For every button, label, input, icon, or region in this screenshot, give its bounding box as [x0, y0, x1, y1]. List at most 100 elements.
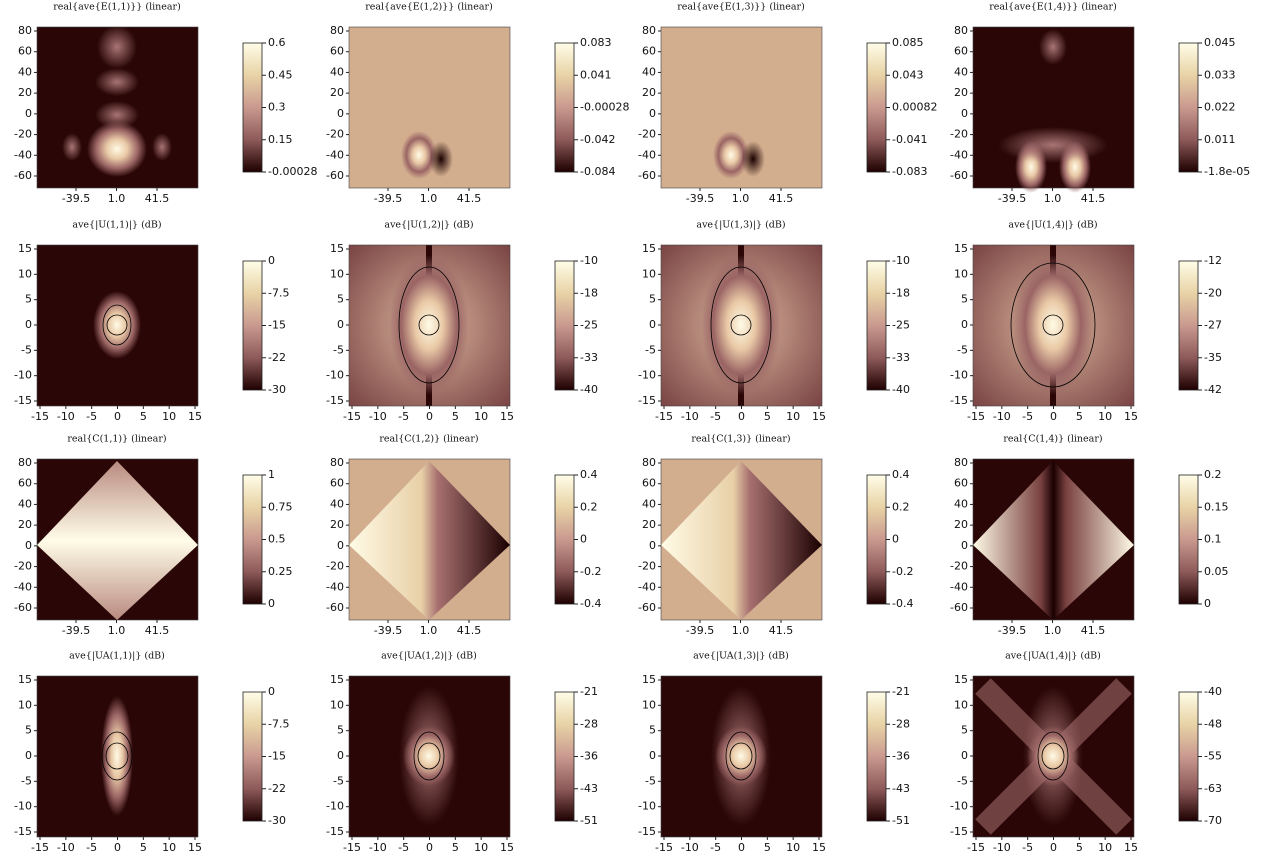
colorbar-tick-label: -28	[892, 717, 910, 730]
y-tick-label: 80	[954, 24, 968, 37]
field-feature	[152, 133, 172, 161]
y-tick-label: 40	[330, 65, 344, 78]
colorbar-tick-label: -33	[892, 351, 910, 364]
contour	[729, 742, 753, 770]
y-tick-label: -5	[957, 343, 968, 356]
colorbar-tick-label: -0.00028	[580, 101, 629, 114]
colorbar-tick-label: -0.00028	[268, 165, 317, 178]
y-tick-label: -15	[638, 825, 656, 838]
plot-frame	[348, 458, 511, 621]
x-tick-label: 5	[452, 410, 459, 423]
x-tick-label: 41.5	[1081, 192, 1106, 205]
colorbar-tick-label: -18	[580, 286, 598, 299]
x-tick-label: -5	[1022, 841, 1033, 854]
colorbar-tick-label: -15	[268, 319, 286, 332]
y-tick-label: -10	[638, 800, 656, 813]
y-tick-label: 10	[642, 698, 656, 711]
field-feature	[1027, 726, 1079, 786]
colorbar-tick-label: 0.3	[268, 101, 286, 114]
heatmap	[660, 675, 823, 838]
contour	[710, 266, 772, 384]
colorbar-tick-label: 0.2	[892, 500, 910, 513]
colorbar-tick-label: 0.6	[268, 36, 286, 49]
y-tick-label: -20	[326, 128, 344, 141]
y-tick-label: -5	[333, 343, 344, 356]
y-tick-label: 40	[642, 497, 656, 510]
y-tick-label: 0	[337, 318, 344, 331]
x-tick-label: -10	[57, 841, 75, 854]
x-tick-label: -10	[681, 410, 699, 423]
panel-title: ave{|U(1,4)|} (dB)	[1008, 220, 1097, 231]
plot-frame	[972, 458, 1135, 621]
x-tick-label: 41.5	[769, 624, 794, 637]
x-tick-label: -15	[31, 410, 49, 423]
y-tick-label: -5	[645, 343, 656, 356]
y-tick-label: -10	[326, 800, 344, 813]
contour	[102, 304, 132, 346]
x-tick-label: 41.5	[145, 192, 170, 205]
heatmap	[972, 675, 1135, 838]
y-tick-label: 20	[18, 518, 32, 531]
y-tick-label: -15	[326, 394, 344, 407]
y-tick-label: 0	[649, 107, 656, 120]
y-tick-label: 40	[954, 65, 968, 78]
y-tick-label: -40	[326, 580, 344, 593]
y-tick-label: 15	[954, 242, 968, 255]
colorbar-tick-label: -43	[892, 782, 910, 795]
x-tick-label: 1.0	[420, 192, 438, 205]
y-tick-label: -10	[638, 369, 656, 382]
x-tick-label: -39.5	[998, 192, 1026, 205]
field-region	[661, 461, 822, 620]
colorbar-tick-label: 0	[268, 254, 275, 267]
colorbar	[1178, 260, 1199, 391]
colorbar-tick-label: -63	[1204, 782, 1222, 795]
field-feature	[95, 101, 139, 129]
y-tick-label: -15	[950, 825, 968, 838]
y-tick-label: 60	[330, 477, 344, 490]
y-tick-label: 80	[330, 24, 344, 37]
y-tick-label: 0	[961, 749, 968, 762]
colorbar-tick-label: 0.2	[580, 500, 598, 513]
y-tick-label: 20	[642, 86, 656, 99]
colorbar	[554, 260, 575, 391]
y-tick-label: 15	[954, 673, 968, 686]
heatmap	[660, 26, 823, 189]
contour	[1010, 262, 1096, 388]
colorbar	[866, 474, 887, 605]
y-tick-label: -15	[326, 825, 344, 838]
contour	[730, 314, 752, 336]
y-tick-label: 15	[18, 242, 32, 255]
colorbar-tick-label: -35	[1204, 351, 1222, 364]
y-tick-label: 80	[642, 456, 656, 469]
x-tick-label: 5	[452, 841, 459, 854]
colorbar	[866, 260, 887, 391]
y-tick-label: -10	[950, 369, 968, 382]
colorbar-tick-label: -43	[580, 782, 598, 795]
x-tick-label: 15	[188, 410, 202, 423]
field-feature	[93, 291, 141, 359]
x-tick-label: -15	[655, 410, 673, 423]
y-tick-label: 0	[961, 107, 968, 120]
contour	[105, 742, 129, 770]
y-tick-label: 20	[330, 86, 344, 99]
field-feature	[713, 131, 749, 179]
x-tick-label: 41.5	[769, 192, 794, 205]
y-tick-label: -10	[950, 800, 968, 813]
heatmap	[660, 458, 823, 621]
field-region	[973, 461, 1134, 620]
x-tick-label: 0	[1050, 841, 1057, 854]
x-tick-label: 15	[188, 841, 202, 854]
colorbar-tick-label: -0.083	[892, 165, 927, 178]
heatmap	[660, 244, 823, 407]
x-tick-label: -15	[31, 841, 49, 854]
y-tick-label: -60	[326, 601, 344, 614]
y-tick-label: -20	[14, 128, 32, 141]
colorbar-tick-label: -21	[892, 685, 910, 698]
x-tick-label: -15	[967, 410, 985, 423]
y-tick-label: -15	[14, 394, 32, 407]
y-tick-label: 5	[961, 293, 968, 306]
x-tick-label: 1.0	[732, 192, 750, 205]
x-tick-label: 10	[786, 841, 800, 854]
colorbar	[1178, 42, 1199, 173]
x-tick-label: -39.5	[374, 192, 402, 205]
